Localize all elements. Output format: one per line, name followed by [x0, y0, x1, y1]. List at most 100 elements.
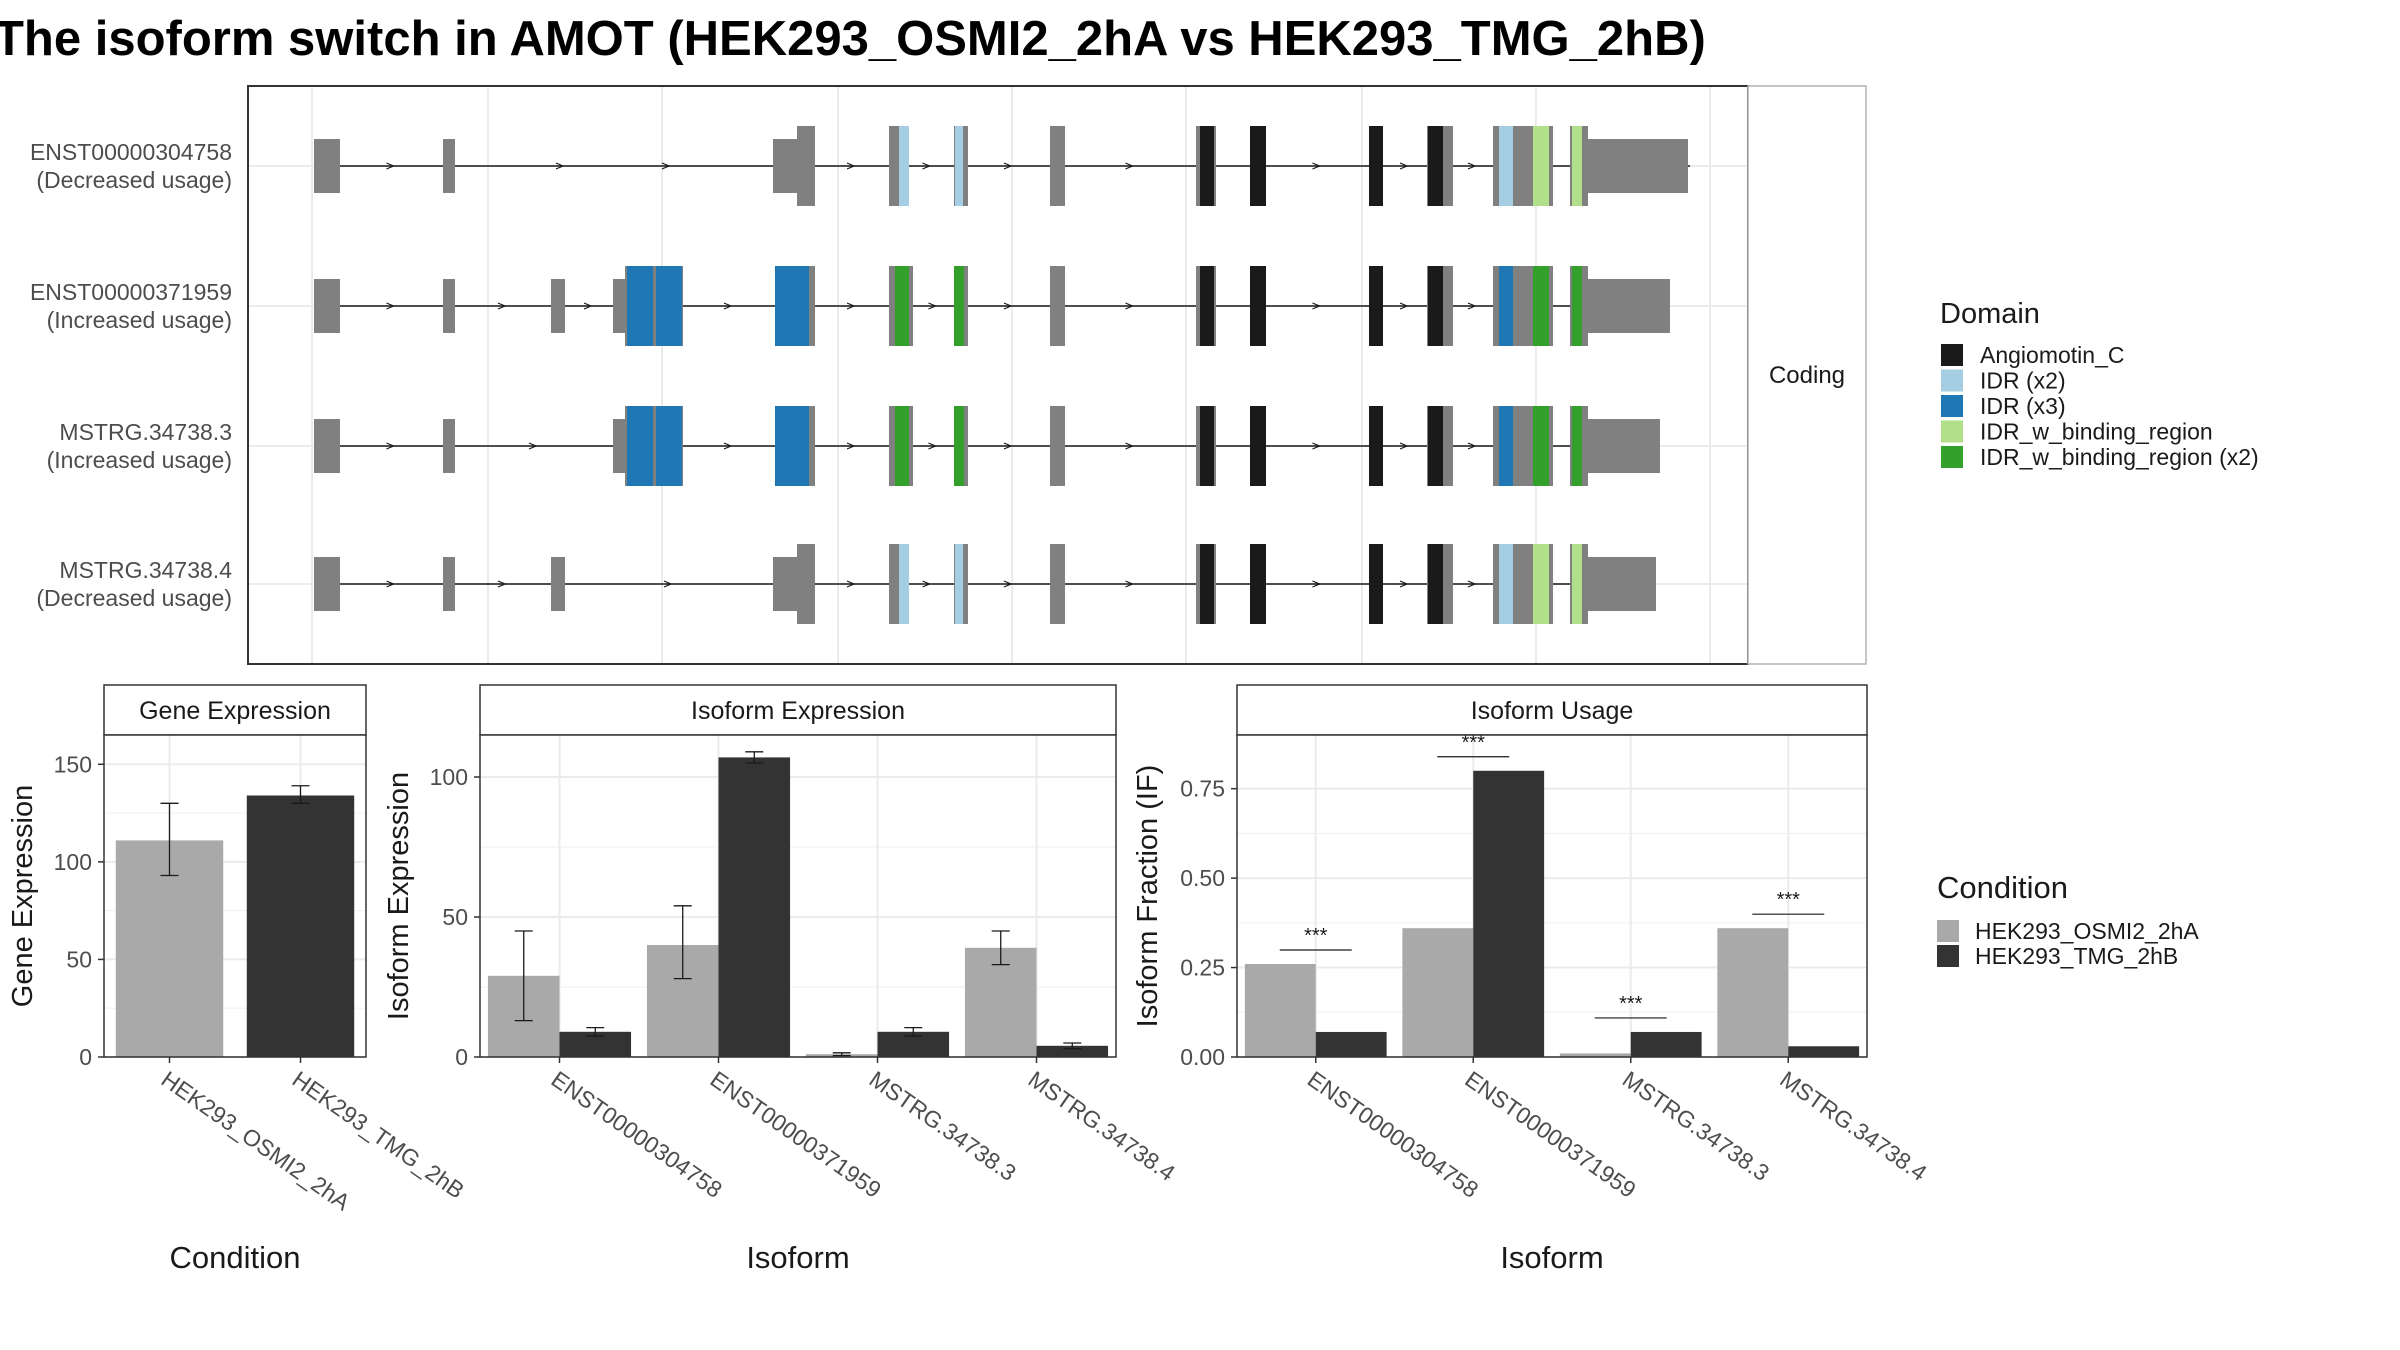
domain-segment-idr-x3 — [656, 406, 682, 486]
domain-segment-idr-x3 — [1499, 266, 1513, 346]
domain-segment-angiomotin-c — [1200, 406, 1214, 486]
domain-segment-idr-w-binding — [1572, 544, 1582, 624]
intron-arrow — [1467, 302, 1477, 310]
domain-segment-idr-w-binding — [1533, 126, 1549, 206]
y-axis-title: Isoform Expression — [383, 772, 415, 1020]
intron-arrow — [1003, 580, 1013, 588]
panel-title: Isoform Usage — [1471, 697, 1634, 725]
exon — [1050, 406, 1065, 486]
intron-arrow — [928, 442, 938, 450]
domain-legend-key — [1941, 369, 1963, 392]
exon — [1050, 544, 1065, 624]
exon — [551, 557, 565, 611]
transcript-usage-label: (Decreased usage) — [36, 167, 232, 193]
domain-segment-idr-w-binding-x2 — [895, 266, 909, 346]
exon — [613, 279, 627, 333]
domain-segment-idr-w-binding-x2 — [1533, 406, 1549, 486]
domain-legend-label: IDR (x2) — [1980, 368, 2066, 394]
x-axis-title: Isoform — [746, 1240, 849, 1275]
condition-legend-key — [1937, 945, 1959, 967]
exon — [613, 419, 627, 473]
intron-arrow — [1399, 162, 1409, 170]
x-tick-label: ENST00000371959 — [706, 1066, 886, 1203]
domain-segment-idr-w-binding-x2 — [954, 266, 964, 346]
domain-legend-key — [1941, 395, 1963, 417]
domain-legend-key — [1941, 446, 1963, 468]
domain-segment-idr-w-binding-x2 — [895, 406, 909, 486]
exon — [773, 557, 797, 611]
domain-segment-angiomotin-c — [1428, 126, 1443, 206]
intron-arrow — [1125, 302, 1135, 310]
bar — [1630, 1031, 1702, 1057]
intron-arrow — [555, 162, 565, 170]
exon — [314, 139, 340, 193]
condition-legend-label: HEK293_OSMI2_2hA — [1975, 918, 2199, 944]
x-tick-label: MSTRG.34738.3 — [865, 1066, 1021, 1186]
transcript-track — [314, 266, 1670, 346]
x-tick-label: ENST00000304758 — [1303, 1066, 1483, 1203]
bar — [1036, 1045, 1109, 1057]
y-tick-label: 0.50 — [1180, 865, 1225, 891]
bar — [1473, 770, 1545, 1057]
domain-segment-idr-x3 — [775, 266, 809, 346]
domain-segment-idr-x3 — [627, 406, 653, 486]
domain-segment-angiomotin-c — [1200, 544, 1214, 624]
exon — [1050, 266, 1065, 346]
x-tick-label: MSTRG.34738.4 — [1775, 1066, 1931, 1186]
transcript-track — [314, 406, 1660, 486]
domain-segment-idr-w-binding — [1572, 126, 1582, 206]
intron-arrow — [386, 162, 396, 170]
domain-segment-angiomotin-c — [1428, 544, 1443, 624]
x-tick-label: MSTRG.34738.3 — [1618, 1066, 1774, 1186]
intron-arrow — [386, 302, 396, 310]
domain-segment-idr-x3 — [656, 266, 682, 346]
domain-segment-angiomotin-c — [1369, 406, 1383, 486]
domain-segment-idr-w-binding-x2 — [1572, 406, 1582, 486]
transcript-id-label: ENST00000304758 — [30, 139, 232, 165]
domain-segment-idr-w-binding — [1533, 544, 1549, 624]
exon — [314, 419, 340, 473]
intron-arrow — [1125, 442, 1135, 450]
panel-border — [1236, 734, 1868, 1058]
domain-segment-angiomotin-c — [1250, 406, 1266, 486]
transcript-id-label: MSTRG.34738.4 — [59, 557, 232, 583]
x-axis-title: Isoform — [1500, 1240, 1603, 1275]
exon — [1050, 126, 1065, 206]
domain-legend-title: Domain — [1940, 298, 2040, 330]
transcript-structure-panel: ENST00000304758(Decreased usage)ENST0000… — [30, 85, 1867, 665]
condition-legend-label: HEK293_TMG_2hB — [1975, 943, 2178, 969]
intron-arrow — [661, 162, 671, 170]
intron-arrow — [846, 580, 856, 588]
significance-label: *** — [1462, 732, 1486, 754]
domain-segment-angiomotin-c — [1369, 266, 1383, 346]
bar — [964, 947, 1037, 1057]
domain-segment-idr-w-binding-x2 — [954, 406, 964, 486]
domain-segment-idr-x2 — [1499, 126, 1513, 206]
utr-exon — [1588, 557, 1656, 611]
domain-segment-angiomotin-c — [1250, 266, 1266, 346]
facet-strip-label: Coding — [1769, 362, 1845, 389]
significance-label: *** — [1777, 889, 1801, 911]
utr-exon — [1588, 139, 1688, 193]
domain-legend-label: IDR_w_binding_region (x2) — [1980, 444, 2259, 470]
domain-legend-label: IDR (x3) — [1980, 393, 2066, 419]
domain-segment-idr-x3 — [1499, 406, 1513, 486]
intron-arrow — [583, 302, 593, 310]
y-tick-label: 150 — [54, 751, 92, 777]
exon — [797, 126, 815, 206]
transcript-id-label: MSTRG.34738.3 — [59, 419, 232, 445]
domain-segment-idr-x2 — [899, 126, 909, 206]
panel-title: Gene Expression — [139, 697, 331, 725]
domain-segment-idr-w-binding-x2 — [1572, 266, 1582, 346]
y-tick-label: 0 — [79, 1044, 92, 1070]
x-tick-label: ENST00000304758 — [547, 1066, 727, 1203]
exon — [797, 544, 815, 624]
condition-legend-title: Condition — [1937, 870, 2068, 905]
bar — [1402, 928, 1474, 1057]
exon — [314, 557, 340, 611]
panel-strip — [479, 684, 1117, 736]
bar — [115, 840, 224, 1057]
bar-chart-panels: Gene Expression050100150HEK293_OSMI2_2hA… — [7, 684, 1932, 1275]
y-axis-title: Isoform Fraction (IF) — [1132, 765, 1164, 1028]
domain-segment-angiomotin-c — [1369, 544, 1383, 624]
